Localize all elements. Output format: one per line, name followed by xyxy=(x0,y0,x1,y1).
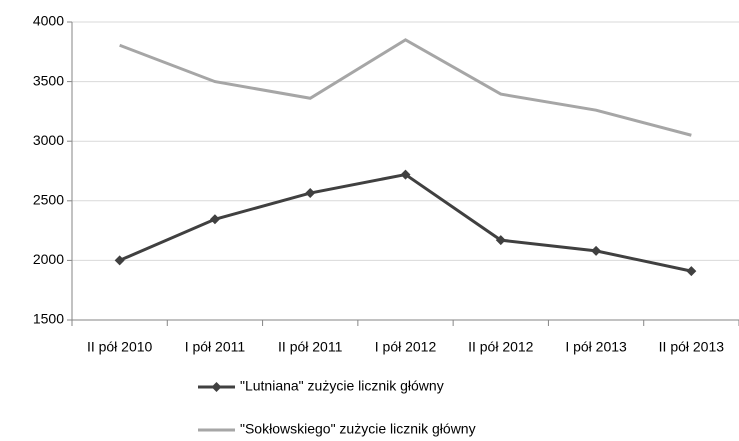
marker xyxy=(209,214,220,225)
y-tick-label: 3500 xyxy=(33,72,64,88)
x-tick-label: II pół 2010 xyxy=(87,339,153,355)
legend-label: "Sokłowskiego" zużycie licznik główny xyxy=(240,421,476,437)
marker xyxy=(591,245,602,256)
marker xyxy=(114,255,125,266)
x-tick-label: II pół 2013 xyxy=(659,339,725,355)
marker xyxy=(495,235,506,246)
y-tick-label: 2500 xyxy=(33,192,64,208)
x-tick-label: II pół 2011 xyxy=(278,339,343,355)
y-tick-label: 3000 xyxy=(33,132,64,148)
x-tick-label: II pół 2012 xyxy=(468,339,534,355)
y-tick-label: 1500 xyxy=(33,311,64,327)
y-tick-label: 4000 xyxy=(33,13,64,29)
y-tick-label: 2000 xyxy=(33,251,64,267)
legend-marker xyxy=(211,382,222,392)
marker xyxy=(305,188,316,199)
x-tick-label: I pół 2013 xyxy=(565,339,627,355)
marker xyxy=(686,266,697,277)
legend-label: "Lutniana" zużycie licznik główny xyxy=(240,378,444,394)
series-line xyxy=(119,172,692,273)
series-line xyxy=(119,38,692,137)
marker xyxy=(400,169,411,180)
x-tick-label: I pół 2012 xyxy=(375,339,437,355)
x-tick-label: I pół 2011 xyxy=(185,339,246,355)
